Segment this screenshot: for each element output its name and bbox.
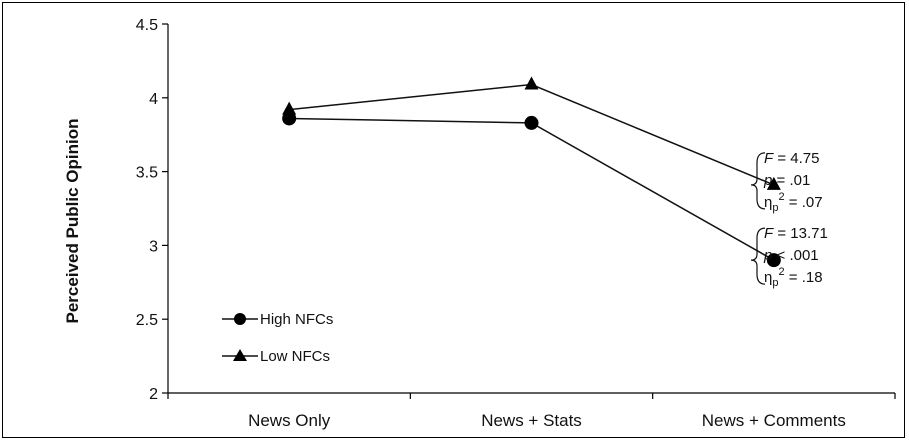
y-tick-label: 3: [149, 238, 158, 255]
y-axis-label: Perceived Public Opinion: [63, 119, 82, 324]
y-ticks: 2 2.5 3 3.5 4 4.5: [136, 17, 168, 403]
stat-p: p = .01: [763, 172, 810, 189]
stat-annotation: F = 4.75 p = .01 ηp2 = .07: [750, 150, 823, 214]
legend-low-marker: [233, 349, 247, 361]
data-point-circle: [524, 115, 539, 130]
stat-f: F = 4.75: [764, 150, 819, 167]
y-tick-label: 3.5: [136, 165, 158, 182]
series-layer: [282, 76, 781, 268]
y-tick-label: 2: [149, 386, 158, 403]
stat-eta: ηp2 = .18: [764, 266, 823, 289]
legend-high-marker: [234, 313, 246, 325]
data-point-circle: [766, 253, 781, 268]
data-point-triangle: [524, 76, 539, 90]
stat-eta: ηp2 = .07: [764, 191, 823, 214]
annotation-layer: F = 4.75 p = .01 ηp2 = .07 F = 13.71 p < .00…: [750, 150, 828, 289]
series-line: [289, 83, 775, 186]
stat-f: F = 13.71: [764, 225, 828, 242]
annotation-brace: [750, 227, 766, 285]
x-tick-label: News Only: [248, 411, 331, 430]
data-point-triangle: [766, 176, 781, 190]
data-point-triangle: [282, 101, 297, 115]
y-tick-label: 2.5: [136, 312, 158, 329]
series-high-nfcs: [282, 111, 781, 268]
chart-frame: [2, 2, 905, 438]
stat-annotation: F = 13.71 p < .001 ηp2 = .18: [750, 225, 828, 289]
data-point-circle: [282, 111, 297, 126]
x-tick-label: News + Comments: [702, 411, 846, 430]
x-ticks: News Only News + Stats News + Comments: [167, 393, 896, 430]
stat-p: p < .001: [763, 247, 819, 264]
y-tick-label: 4.5: [136, 17, 158, 34]
series-line: [289, 117, 775, 261]
y-tick-label: 4: [149, 91, 158, 108]
legend: High NFCs Low NFCs: [222, 311, 333, 365]
x-tick-label: News + Stats: [481, 411, 582, 430]
series-low-nfcs: [282, 76, 781, 190]
legend-high-label: High NFCs: [260, 311, 333, 328]
legend-low-label: Low NFCs: [260, 348, 330, 365]
annotation-brace: [750, 152, 766, 210]
